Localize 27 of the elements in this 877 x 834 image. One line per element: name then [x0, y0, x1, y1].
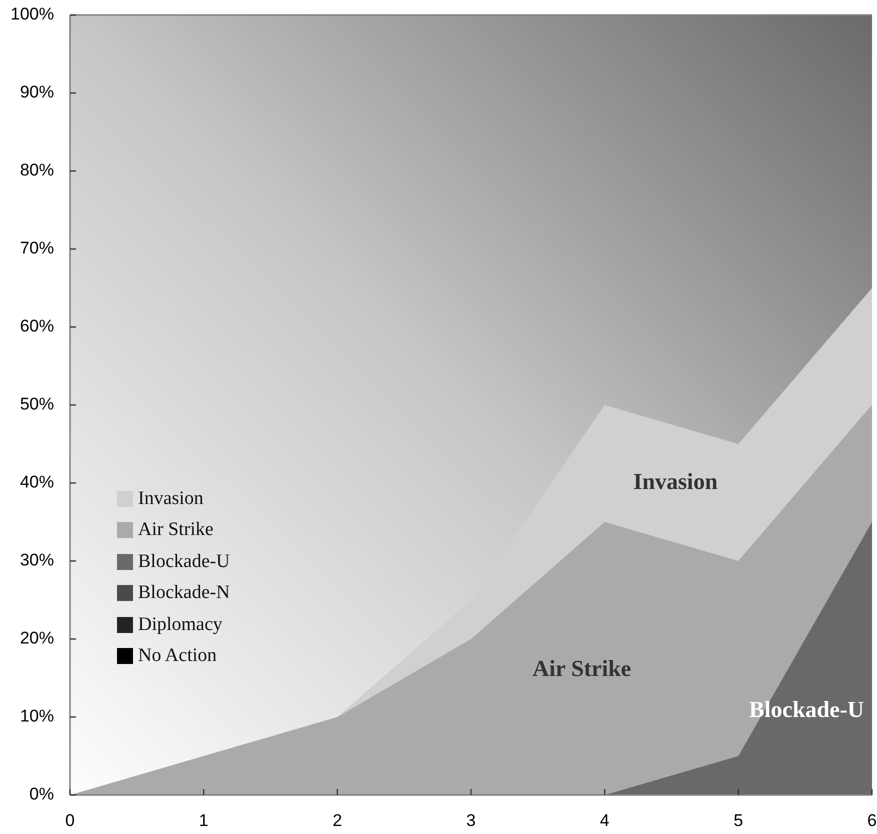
x-tick-label: 6: [867, 810, 877, 830]
legend-label: No Action: [138, 645, 217, 668]
y-tick-label: 30%: [20, 550, 54, 570]
y-tick-label: 70%: [20, 238, 54, 258]
legend-label: Invasion: [138, 488, 204, 510]
y-tick-label: 40%: [20, 472, 54, 492]
legend-label: Blockade-N: [138, 582, 230, 604]
legend-label: Blockade-U: [138, 550, 230, 573]
y-tick-label: 20%: [20, 628, 54, 648]
y-tick-label: 90%: [20, 82, 54, 102]
x-tick-label: 4: [600, 810, 610, 830]
legend-label: Diplomacy: [138, 614, 222, 636]
text: Blockade-U: [749, 697, 864, 722]
y-tick-label: 80%: [20, 160, 54, 180]
x-tick-label: 5: [734, 810, 744, 830]
y-tick-label: 50%: [20, 394, 54, 414]
text: Invasion: [633, 468, 718, 494]
x-tick-label: 0: [65, 810, 75, 830]
y-tick-label: 0%: [29, 784, 54, 804]
y-tick-label: 60%: [20, 316, 54, 336]
y-tick-label: 10%: [20, 706, 54, 726]
x-tick-label: 3: [466, 810, 476, 830]
x-tick-label: 2: [332, 810, 342, 830]
legend-label: Air Strike: [138, 519, 214, 542]
x-tick-label: 1: [198, 810, 208, 830]
y-tick-label: 100%: [10, 4, 54, 24]
text: Air Strike: [532, 656, 632, 682]
